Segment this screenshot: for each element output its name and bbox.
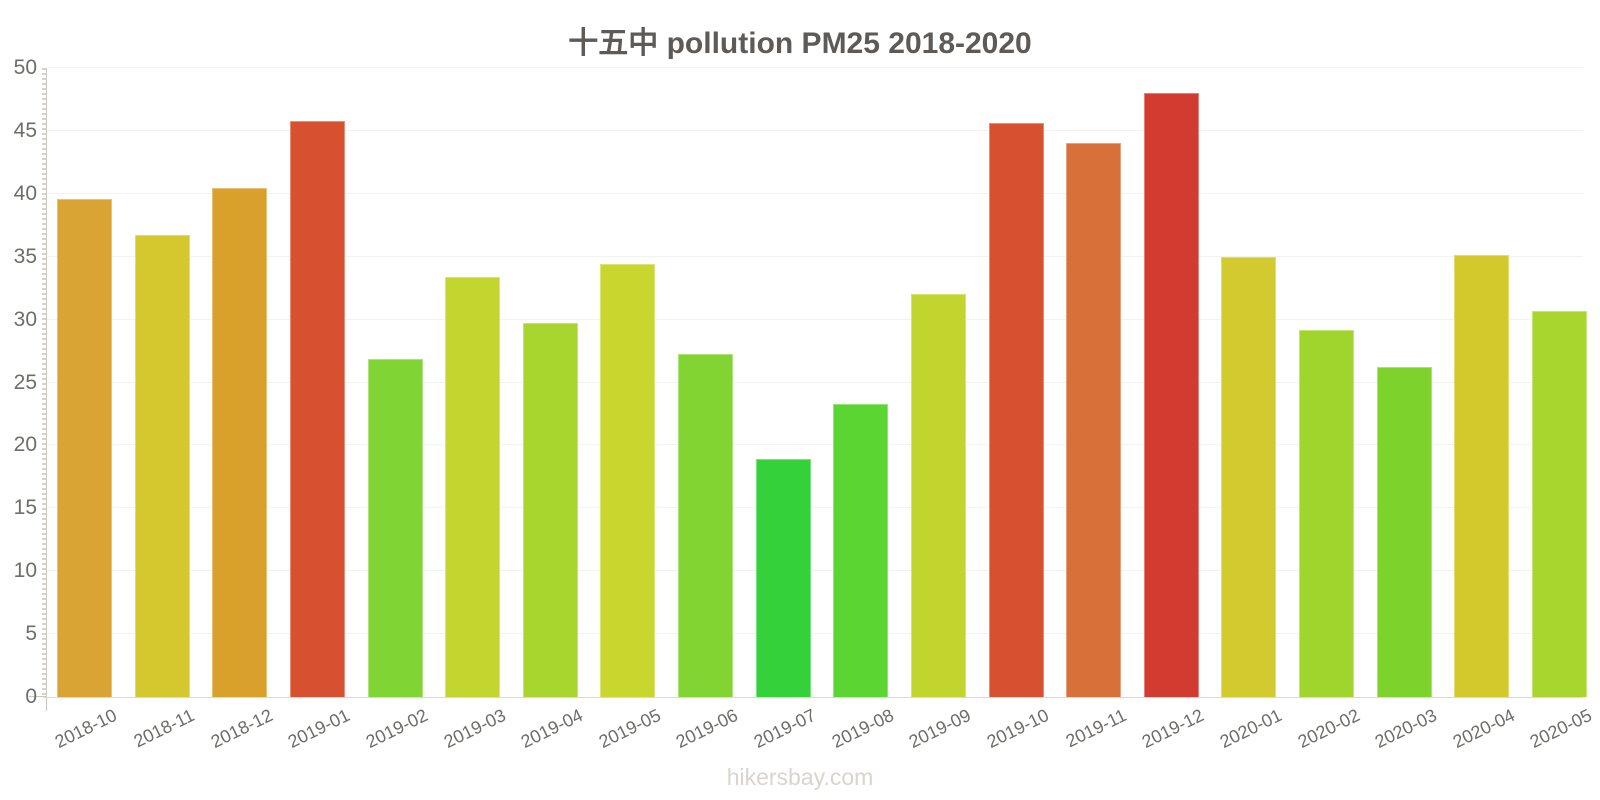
x-tick-label-2020-03: 2020-03 — [1371, 705, 1440, 752]
x-tick-label-2020-05: 2020-05 — [1527, 705, 1596, 752]
x-tick-label-2020-01: 2020-01 — [1216, 705, 1285, 752]
gridline-5 — [47, 633, 1583, 635]
gridline-40 — [47, 192, 1583, 194]
y-axis-zero-tick — [29, 696, 46, 697]
y-tick-label-45: 45 — [13, 118, 37, 142]
bar-2019-09[interactable] — [910, 294, 966, 697]
x-tick-label-2019-02: 2019-02 — [362, 705, 431, 752]
bar-2019-04[interactable] — [522, 323, 578, 697]
y-tick-label-15: 15 — [13, 496, 37, 520]
plot-area: 0 5 10 15 20 25 30 35 40 45 50 2018-10 2018-11 2018-… — [14, 57, 1596, 752]
bar-2019-01[interactable] — [289, 120, 345, 697]
bar-2019-11[interactable] — [1066, 143, 1122, 697]
x-tick-label-2018-10: 2018-10 — [52, 705, 121, 752]
x-tick-label-2020-02: 2020-02 — [1294, 705, 1363, 752]
x-tick-label-2019-05: 2019-05 — [595, 705, 664, 752]
bar-2019-03[interactable] — [445, 276, 501, 697]
gridline-30 — [47, 318, 1583, 320]
x-tick-label-2019-09: 2019-09 — [906, 705, 975, 752]
gridline-35 — [47, 255, 1583, 257]
y-tick-label-25: 25 — [13, 370, 37, 394]
y-tick-label-40: 40 — [13, 181, 37, 205]
x-axis-baseline — [43, 697, 1583, 698]
y-axis-minor-ticks — [42, 68, 46, 697]
bar-2018-10[interactable] — [57, 198, 112, 697]
x-tick-label-2018-11: 2018-11 — [130, 705, 198, 752]
bar-2018-12[interactable] — [212, 187, 268, 697]
gridline-45 — [47, 129, 1583, 131]
bar-2020-03[interactable] — [1376, 367, 1432, 697]
gridline-15 — [47, 507, 1583, 509]
bar-2019-08[interactable] — [833, 403, 889, 697]
bar-2019-05[interactable] — [600, 264, 656, 697]
bar-2019-02[interactable] — [367, 358, 423, 697]
bar-2020-04[interactable] — [1454, 255, 1510, 697]
x-tick-label-2020-04: 2020-04 — [1449, 705, 1518, 752]
x-tick-label-2019-03: 2019-03 — [440, 705, 509, 752]
bar-2020-05[interactable] — [1531, 310, 1587, 697]
bar-2019-07[interactable] — [755, 459, 811, 697]
x-tick-label-2019-08: 2019-08 — [828, 705, 897, 752]
y-tick-label-10: 10 — [13, 559, 37, 583]
x-tick-label-2019-04: 2019-04 — [517, 705, 587, 752]
chart-title: 十五中 pollution PM25 2018-2020 — [568, 27, 1032, 60]
y-tick-label-50: 50 — [13, 56, 37, 79]
bar-2020-01[interactable] — [1221, 256, 1277, 697]
x-tick-label-2018-12: 2018-12 — [207, 705, 276, 752]
x-tick-label-2019-12: 2019-12 — [1138, 705, 1208, 752]
y-tick-label-0: 0 — [25, 685, 37, 708]
gridline-20 — [47, 444, 1583, 446]
gridline-25 — [47, 381, 1583, 383]
watermark: hikersbay.com — [726, 764, 874, 790]
x-tick-label-2019-07: 2019-07 — [750, 705, 819, 752]
x-tick-label-2019-10: 2019-10 — [983, 705, 1052, 752]
bar-2019-10[interactable] — [988, 123, 1044, 697]
gridline-10 — [47, 570, 1583, 572]
bar-2018-11[interactable] — [134, 235, 190, 697]
y-tick-label-20: 20 — [13, 433, 37, 457]
bar-2019-06[interactable] — [678, 353, 734, 697]
x-tick-label-2019-06: 2019-06 — [673, 705, 742, 752]
y-tick-label-30: 30 — [13, 307, 37, 331]
y-axis-line — [46, 68, 47, 711]
x-tick-label-2019-01: 2019-01 — [284, 705, 354, 752]
gridline-50 — [47, 67, 1583, 68]
y-tick-label-5: 5 — [25, 622, 37, 646]
y-tick-label-35: 35 — [13, 244, 37, 268]
bar-2020-02[interactable] — [1299, 329, 1355, 697]
bar-2019-12[interactable] — [1143, 93, 1199, 697]
x-tick-label-2019-11: 2019-11 — [1062, 705, 1130, 752]
